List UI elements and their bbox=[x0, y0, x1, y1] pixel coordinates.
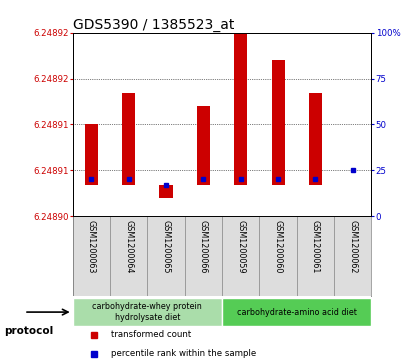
Text: protocol: protocol bbox=[4, 326, 54, 337]
Bar bbox=[159, 185, 173, 198]
Text: GSM1200064: GSM1200064 bbox=[124, 220, 133, 273]
Bar bbox=[271, 60, 285, 185]
Bar bbox=[309, 93, 322, 185]
Text: GSM1200061: GSM1200061 bbox=[311, 220, 320, 273]
Text: GSM1200059: GSM1200059 bbox=[236, 220, 245, 274]
Text: GSM1200065: GSM1200065 bbox=[161, 220, 171, 274]
Bar bbox=[222, 298, 371, 326]
Text: transformed count: transformed count bbox=[112, 330, 192, 339]
Bar bbox=[234, 33, 247, 185]
Text: GDS5390 / 1385523_at: GDS5390 / 1385523_at bbox=[73, 18, 234, 32]
Text: carbohydrate-whey protein
hydrolysate diet: carbohydrate-whey protein hydrolysate di… bbox=[93, 302, 202, 322]
Bar bbox=[197, 106, 210, 185]
Text: GSM1200063: GSM1200063 bbox=[87, 220, 96, 273]
Text: GSM1200060: GSM1200060 bbox=[273, 220, 283, 273]
Text: percentile rank within the sample: percentile rank within the sample bbox=[112, 349, 257, 358]
Text: GSM1200062: GSM1200062 bbox=[348, 220, 357, 274]
Text: GSM1200066: GSM1200066 bbox=[199, 220, 208, 273]
Bar bbox=[85, 125, 98, 185]
Text: carbohydrate-amino acid diet: carbohydrate-amino acid diet bbox=[237, 307, 356, 317]
Bar bbox=[122, 93, 135, 185]
Bar bbox=[73, 298, 222, 326]
